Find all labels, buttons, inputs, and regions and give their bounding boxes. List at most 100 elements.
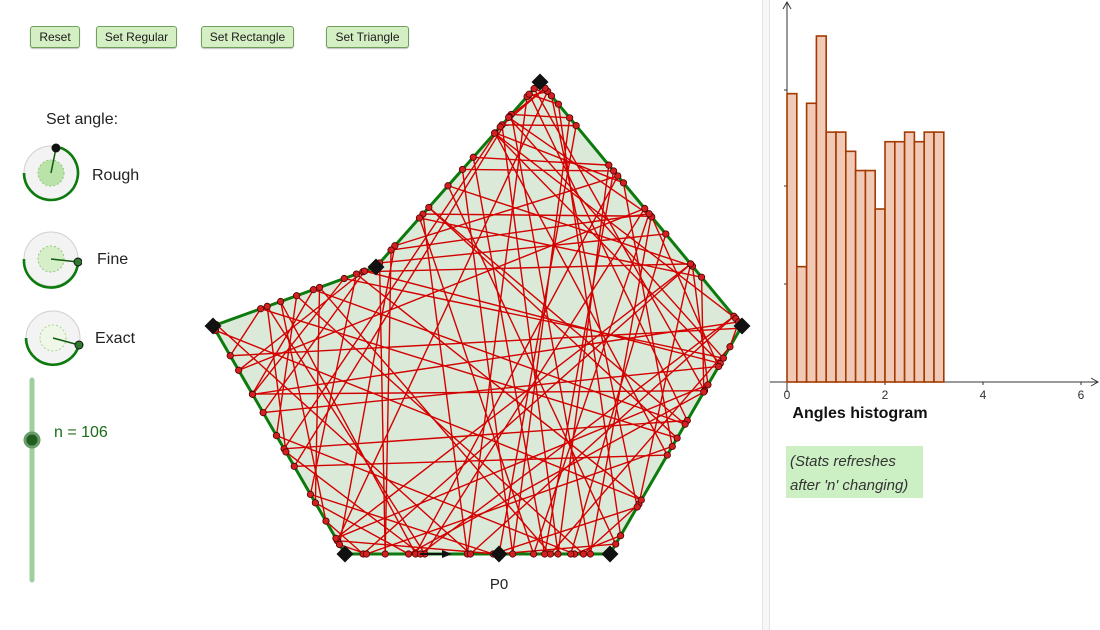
billiard-segment xyxy=(366,445,673,555)
billiard-segment xyxy=(390,213,650,251)
histogram-bar xyxy=(805,102,818,383)
fine-dial-knob[interactable] xyxy=(73,257,82,267)
bounce-point xyxy=(248,390,257,398)
billiard-segment xyxy=(215,329,642,501)
bounce-point xyxy=(525,90,533,98)
vertex-handle[interactable] xyxy=(204,317,222,335)
bounce-point xyxy=(332,534,340,542)
vertex-handle[interactable] xyxy=(531,73,549,91)
bounce-point xyxy=(290,462,298,470)
billiard-segment xyxy=(550,95,638,508)
billiard-segment xyxy=(344,277,724,359)
billiard-segment xyxy=(533,88,706,392)
billiard-segment xyxy=(582,503,640,555)
billiard-segment xyxy=(420,315,735,555)
histogram-bar xyxy=(786,92,798,383)
billiard-segment xyxy=(508,116,653,218)
billiard-segment xyxy=(532,213,650,555)
bounce-point xyxy=(612,540,620,548)
bounce-point xyxy=(335,540,344,549)
bounce-point xyxy=(566,114,574,122)
y-axis-arrow-icon xyxy=(782,0,792,10)
exact-angle-dial[interactable] xyxy=(22,307,84,369)
bounce-point xyxy=(415,214,424,222)
bounce-point xyxy=(505,113,513,121)
bounce-point xyxy=(293,292,301,300)
vertex-handle[interactable] xyxy=(733,317,751,335)
billiard-segment xyxy=(238,207,646,371)
stats-note-line-2: after 'n' changing) xyxy=(790,477,909,494)
bounce-point xyxy=(272,432,281,440)
billiard-segment xyxy=(378,262,386,555)
billiard-segment xyxy=(325,520,364,555)
n-slider-handle[interactable] xyxy=(23,431,41,449)
billiard-segment xyxy=(700,277,705,393)
billiard-segment xyxy=(418,217,535,555)
histogram-bar xyxy=(893,140,906,383)
direction-arrowhead-icon xyxy=(442,550,452,558)
histogram-bar xyxy=(844,150,857,383)
rough-dial-knob[interactable] xyxy=(51,143,61,153)
set-regular-button[interactable]: Set Regular xyxy=(96,26,177,48)
vertex-handle[interactable] xyxy=(336,545,354,563)
billiard-segment xyxy=(492,506,638,555)
bounce-point xyxy=(686,260,695,268)
billiard-segment xyxy=(501,124,577,127)
p0-point[interactable] xyxy=(490,545,508,563)
x-tick-label: 4 xyxy=(980,388,987,402)
billiard-segment xyxy=(280,301,417,555)
billiard-segment xyxy=(252,321,739,396)
bounce-point xyxy=(530,85,538,93)
histogram-bar xyxy=(874,208,886,383)
billiard-segment xyxy=(466,96,528,555)
bounce-point xyxy=(641,204,649,213)
set-triangle-button[interactable]: Set Triangle xyxy=(326,26,409,48)
billiard-segment xyxy=(447,185,693,267)
histogram-bar xyxy=(795,265,808,383)
vertex-handle[interactable] xyxy=(367,258,385,276)
billiard-segment xyxy=(424,208,646,555)
billiard-segment xyxy=(285,451,421,555)
bounce-point xyxy=(235,366,243,374)
set-rectangle-button[interactable]: Set Rectangle xyxy=(201,26,294,48)
histogram-bar xyxy=(923,131,935,383)
panel-divider[interactable] xyxy=(762,0,770,630)
fine-angle-dial[interactable] xyxy=(20,228,82,290)
vertex-handle[interactable] xyxy=(601,545,619,563)
bounce-point xyxy=(257,305,265,313)
billiard-segment xyxy=(570,233,667,555)
billiard-segment xyxy=(408,391,705,555)
bounce-point xyxy=(466,550,475,558)
billiard-segment xyxy=(309,273,358,495)
bounce-point xyxy=(572,122,580,130)
billiard-segment xyxy=(622,182,673,447)
bounce-point xyxy=(362,550,371,558)
exact-dial-knob[interactable] xyxy=(74,340,84,350)
billiard-segment xyxy=(293,116,510,467)
rough-angle-dial[interactable] xyxy=(20,142,82,204)
bounce-point xyxy=(322,517,330,525)
billiard-canvas[interactable]: P0 xyxy=(0,0,760,630)
bounce-point xyxy=(547,92,556,100)
bounce-point xyxy=(311,499,319,507)
bounce-point xyxy=(277,297,285,306)
p0-label: P0 xyxy=(490,576,508,593)
billiard-segment xyxy=(283,126,501,450)
x-tick-label: 2 xyxy=(882,388,889,402)
bounce-point xyxy=(282,448,290,456)
stats-note: (Stats refreshes after 'n' changing) xyxy=(786,446,923,498)
bounce-point xyxy=(668,442,676,451)
exact-label: Exact xyxy=(95,330,136,347)
bounce-point xyxy=(404,550,413,558)
billiard-segment xyxy=(508,116,724,359)
histogram-bar xyxy=(933,131,945,383)
billiard-segment xyxy=(335,263,692,539)
billiard-segment xyxy=(230,327,741,357)
n-slider[interactable] xyxy=(20,372,44,588)
reset-button[interactable]: Reset xyxy=(30,26,80,48)
bounce-point xyxy=(719,354,727,362)
histogram-bar xyxy=(835,131,847,383)
bounce-point xyxy=(259,408,267,417)
stats-note-line-1: (Stats refreshes xyxy=(790,453,896,470)
bounce-point xyxy=(567,550,575,558)
